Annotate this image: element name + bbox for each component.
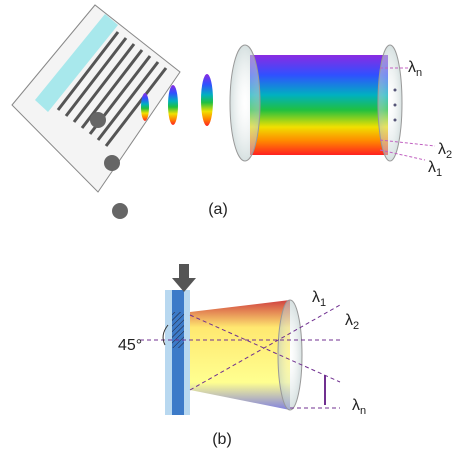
label: λ1	[312, 289, 326, 309]
subscript: 2	[353, 320, 359, 332]
grating	[12, 5, 180, 192]
subscript: 1	[320, 297, 326, 309]
symbol: λ	[345, 312, 353, 329]
label: λ1	[428, 159, 442, 179]
lens	[378, 45, 402, 161]
arrow	[172, 264, 196, 292]
spectrum-cylinder	[250, 55, 388, 155]
symbol: λ	[428, 159, 436, 176]
symbol: λ	[352, 397, 360, 414]
angle-label: 45°	[118, 337, 142, 354]
lens	[230, 45, 260, 161]
figure: λn λ2 λ1 (a) 45° λ1 λ2 λn (b)	[0, 0, 461, 454]
subscript: 2	[446, 149, 452, 161]
label: λ2	[345, 312, 359, 332]
symbol: λ	[438, 141, 446, 158]
lens	[278, 300, 302, 410]
caption: (a)	[208, 201, 228, 218]
label: λn	[408, 59, 422, 79]
plate-core	[172, 290, 184, 415]
subscript: n	[360, 405, 366, 417]
symbol: λ	[312, 289, 320, 306]
label: λ2	[438, 141, 452, 161]
symbol: λ	[408, 59, 416, 76]
subscript: n	[416, 67, 422, 79]
light-cone	[190, 300, 290, 410]
grating	[172, 312, 184, 348]
caption: (b)	[212, 431, 232, 448]
subscript: 1	[436, 167, 442, 179]
label: λn	[352, 397, 366, 417]
